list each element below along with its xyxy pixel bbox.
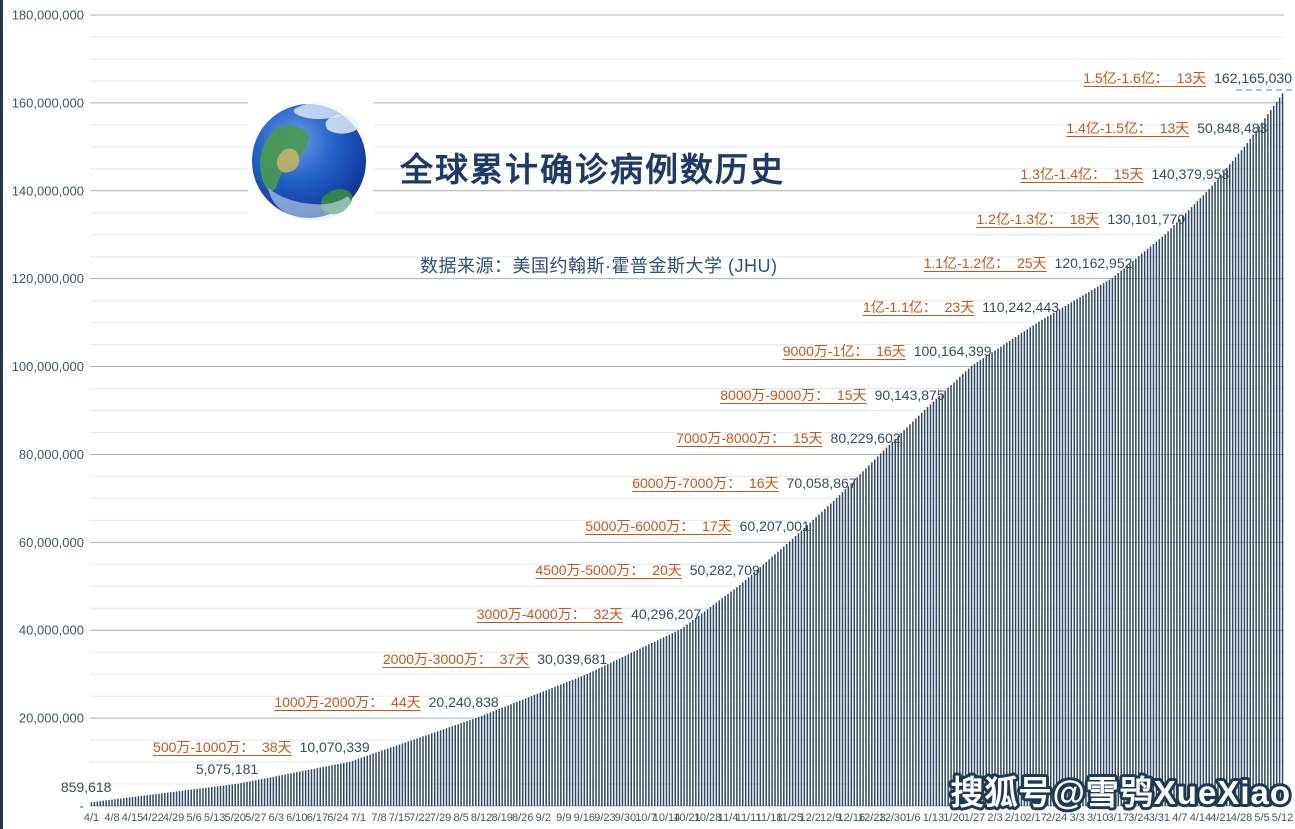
x-tick-label: 12/16 bbox=[838, 812, 866, 824]
y-tick-label: 100,000,000 bbox=[12, 359, 84, 374]
y-tick-label: 20,000,000 bbox=[19, 711, 84, 726]
x-tick-label: 12/23 bbox=[858, 812, 886, 824]
x-tick-label: 11/11 bbox=[736, 812, 762, 824]
x-tick-label: 12/2 bbox=[799, 812, 820, 824]
x-tick-label: 3/31 bbox=[1149, 812, 1170, 824]
y-tick-label: 140,000,000 bbox=[12, 183, 84, 198]
x-tick-label: 4/1 bbox=[84, 812, 99, 824]
x-tick-label: 10/7 bbox=[635, 812, 656, 824]
x-tick-label: 7/29 bbox=[430, 812, 451, 824]
x-tick-label: 5/20 bbox=[224, 812, 245, 824]
x-tick-label: 12/9 bbox=[820, 812, 841, 824]
x-tick-label: 5/13 bbox=[204, 812, 225, 824]
y-tick-label: 80,000,000 bbox=[19, 447, 84, 462]
y-tick-label: 60,000,000 bbox=[19, 535, 84, 550]
x-tick-label: 4/22 bbox=[142, 812, 163, 824]
x-tick-label: 11/25 bbox=[776, 812, 803, 824]
x-tick-label: 8/19 bbox=[491, 812, 512, 824]
x-tick-label: 8/26 bbox=[512, 812, 533, 824]
y-tick-label: - bbox=[80, 799, 84, 814]
chart-title: 全球累计确诊病例数历史 bbox=[400, 151, 785, 188]
x-tick-label: 10/21 bbox=[673, 812, 701, 824]
x-tick-label: 5/6 bbox=[186, 812, 201, 824]
earth-image bbox=[248, 97, 373, 229]
x-tick-label: 4/28 bbox=[1231, 812, 1252, 824]
x-axis-labels: 4/1 4/8 4/15 4/22 4/29 5/6 5/13 5/20 5/27 6/3 6/10… bbox=[84, 812, 1293, 824]
x-tick-label: 6/10 bbox=[286, 812, 307, 824]
x-tick-label: 4/29 bbox=[163, 812, 184, 824]
x-tick-label: 5/5 bbox=[1254, 812, 1269, 824]
x-tick-label: 4/8 bbox=[104, 812, 119, 824]
x-tick-label: 5/27 bbox=[245, 812, 266, 824]
x-tick-label: 4/21 bbox=[1210, 812, 1231, 824]
x-tick-label: 7/22 bbox=[409, 812, 430, 824]
y-tick-label: 40,000,000 bbox=[19, 623, 84, 638]
bars-series bbox=[90, 93, 1284, 807]
x-tick-label: 4/14 bbox=[1190, 812, 1211, 824]
x-tick-label: 11/18 bbox=[756, 812, 783, 824]
x-tick-label: 12/30 bbox=[879, 812, 907, 824]
data-source-label: 数据来源：美国约翰斯·霍普金斯大学 (JHU) bbox=[420, 256, 778, 276]
x-tick-label: 5/12 bbox=[1272, 812, 1293, 824]
x-tick-label: 1/6 bbox=[905, 812, 920, 824]
x-tick-label: 3/17 bbox=[1107, 812, 1128, 824]
x-tick-label: 2/10 bbox=[1005, 812, 1026, 824]
x-tick-label: 1/13 bbox=[923, 812, 944, 824]
y-axis-labels: 180,000,000 160,000,000 140,000,000 120,000… bbox=[12, 8, 84, 814]
x-tick-label: 4/15 bbox=[122, 812, 143, 824]
left-border bbox=[0, 0, 3, 829]
x-tick-label: 8/12 bbox=[471, 812, 492, 824]
x-tick-label: 8/5 bbox=[453, 812, 468, 824]
x-tick-label: 2/24 bbox=[1046, 812, 1067, 824]
x-tick-label: 1/20 bbox=[943, 812, 964, 824]
x-tick-label: 9/16 bbox=[574, 812, 595, 824]
x-tick-label: 10/14 bbox=[653, 812, 681, 824]
x-tick-label: 2/3 bbox=[987, 812, 1002, 824]
x-tick-label: 9/9 bbox=[556, 812, 571, 824]
x-tick-label: 4/7 bbox=[1172, 812, 1187, 824]
y-tick-label: 180,000,000 bbox=[12, 8, 84, 23]
x-tick-label: 6/17 bbox=[307, 812, 328, 824]
x-tick-label: 7/15 bbox=[389, 812, 410, 824]
x-tick-label: 9/30 bbox=[615, 812, 636, 824]
x-tick-label: 3/10 bbox=[1087, 812, 1108, 824]
x-tick-label: 3/3 bbox=[1070, 812, 1085, 824]
watermark: 搜狐号@雪鸮XueXiao bbox=[951, 774, 1291, 811]
x-tick-label: 7/1 bbox=[351, 812, 366, 824]
x-tick-label: 9/2 bbox=[536, 812, 551, 824]
x-tick-label: 11/4 bbox=[718, 812, 739, 824]
x-tick-label: 1/27 bbox=[964, 812, 985, 824]
x-tick-label: 6/3 bbox=[269, 812, 284, 824]
y-tick-label: 120,000,000 bbox=[12, 271, 84, 286]
x-tick-label: 2/17 bbox=[1025, 812, 1046, 824]
y-tick-label: 160,000,000 bbox=[12, 95, 84, 110]
x-tick-label: 10/28 bbox=[694, 812, 722, 824]
x-tick-label: 7/8 bbox=[371, 812, 386, 824]
x-tick-label: 9/23 bbox=[594, 812, 615, 824]
x-tick-label: 6/24 bbox=[327, 812, 348, 824]
x-tick-label: 3/24 bbox=[1128, 812, 1149, 824]
gridlines bbox=[90, 14, 1284, 807]
